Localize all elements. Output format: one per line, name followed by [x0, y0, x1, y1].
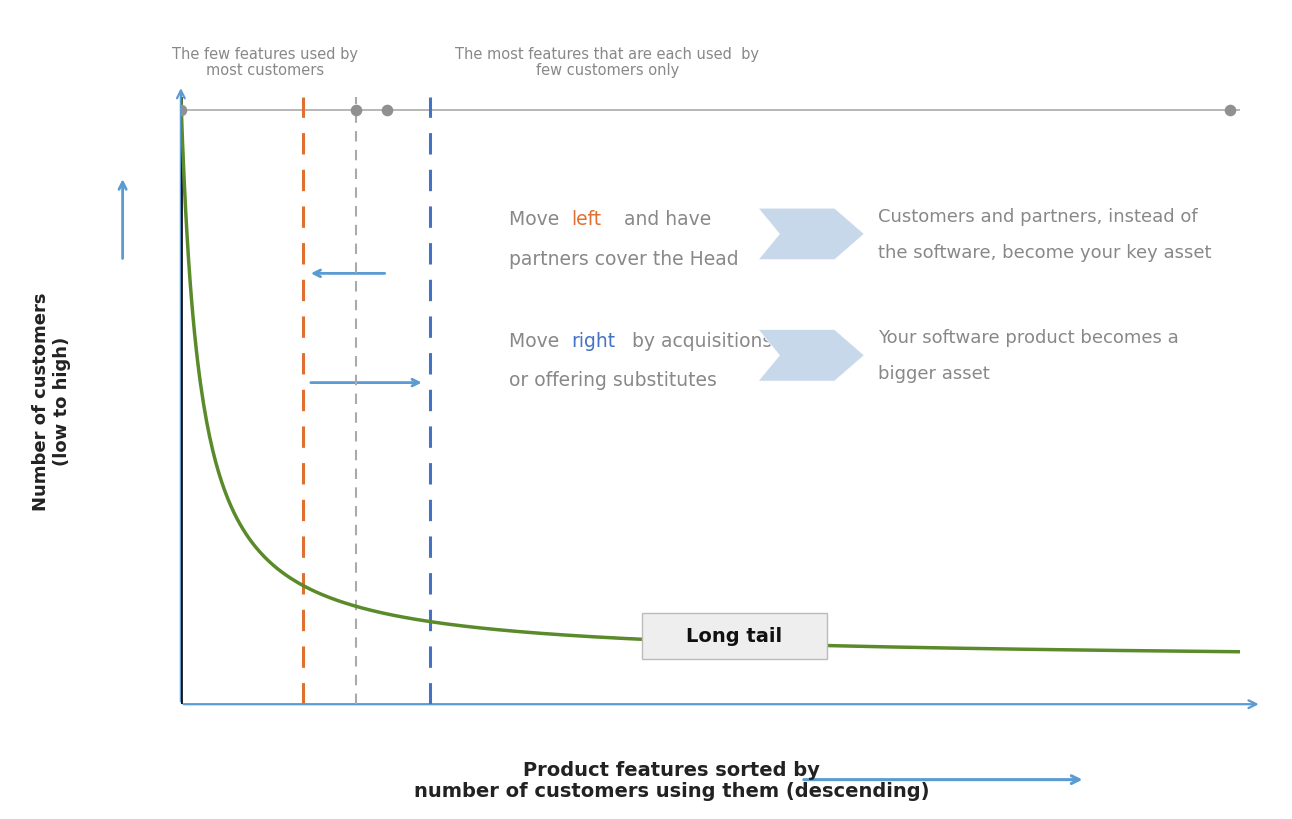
Text: Long tail: Long tail — [686, 627, 782, 645]
Text: number of customers using them (descending): number of customers using them (descendi… — [415, 781, 929, 800]
Text: The few features used by: The few features used by — [172, 47, 358, 61]
Polygon shape — [758, 330, 864, 382]
Text: partners cover the Head: partners cover the Head — [509, 250, 739, 269]
Text: Number of customers
(low to high): Number of customers (low to high) — [32, 292, 71, 510]
Text: The most features that are each used  by: The most features that are each used by — [455, 47, 760, 61]
Point — [377, 104, 398, 117]
Point — [1220, 104, 1240, 117]
Text: Move: Move — [509, 331, 566, 351]
Text: Your software product becomes a: Your software product becomes a — [879, 328, 1178, 346]
Text: Product features sorted by: Product features sorted by — [523, 760, 820, 780]
Text: by acquisitions: by acquisitions — [625, 331, 773, 351]
FancyBboxPatch shape — [642, 613, 827, 658]
Text: or offering substitutes: or offering substitutes — [509, 371, 717, 390]
Point — [171, 104, 191, 117]
Text: few customers only: few customers only — [536, 63, 678, 78]
Text: left: left — [571, 210, 601, 229]
Text: most customers: most customers — [205, 63, 324, 78]
Text: and have: and have — [619, 210, 712, 229]
Text: right: right — [571, 331, 615, 351]
Point — [345, 104, 366, 117]
Text: bigger asset: bigger asset — [879, 365, 990, 383]
Text: Move: Move — [509, 210, 566, 229]
Text: the software, become your key asset: the software, become your key asset — [879, 244, 1212, 262]
Text: Customers and partners, instead of: Customers and partners, instead of — [879, 207, 1198, 225]
Polygon shape — [758, 209, 864, 260]
